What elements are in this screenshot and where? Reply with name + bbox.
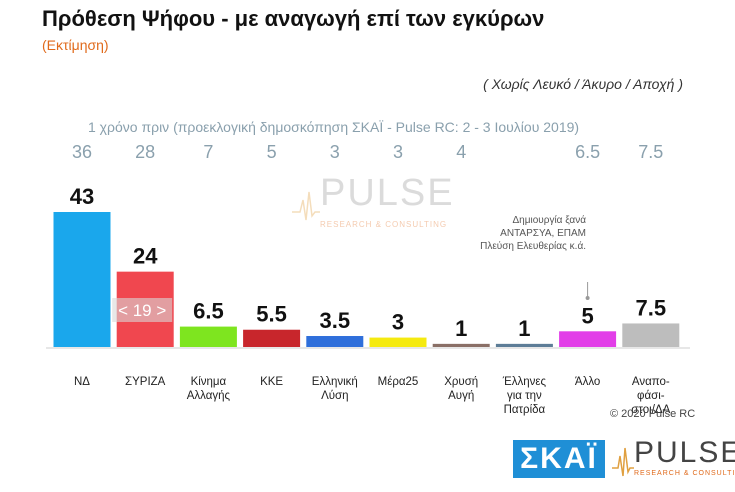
value-label-3: 5.5 xyxy=(256,302,287,327)
category-label-6-1: Αυγή xyxy=(448,390,474,402)
change-marker-box xyxy=(112,298,173,322)
previous-value-3: 5 xyxy=(267,142,277,162)
value-label-0: 43 xyxy=(70,184,94,209)
category-label-5-0: Μέρα25 xyxy=(378,376,419,388)
chart-title: Πρόθεση Ψήφου - με αναγωγή επί των εγκύρ… xyxy=(42,6,545,31)
bar-3 xyxy=(243,329,301,347)
value-label-5: 3 xyxy=(392,310,404,335)
category-label-6-0: Χρυσή xyxy=(444,376,478,388)
bar-7 xyxy=(495,343,553,347)
value-label-1: 24 xyxy=(133,244,158,269)
pulse-logo-wave-icon xyxy=(612,447,634,477)
category-label-7-2: Πατρίδα xyxy=(504,404,546,416)
category-label-2-1: Αλλαγής xyxy=(187,390,231,402)
previous-value-1: 28 xyxy=(135,142,155,162)
value-label-7: 1 xyxy=(518,316,530,341)
previous-value-4: 3 xyxy=(330,142,340,162)
copyright: © 2020 Pulse RC xyxy=(610,408,696,420)
category-label-9-2: στοι/ΔΑ xyxy=(631,404,670,416)
previous-value-8: 6.5 xyxy=(575,142,600,162)
watermark-word: PULSE xyxy=(320,172,455,214)
exclusion-note: ( Χωρίς Λευκό / Άκυρο / Αποχή ) xyxy=(483,76,683,92)
category-label-7-1: για την xyxy=(507,390,542,402)
category-label-8-0: Άλλο xyxy=(575,376,600,388)
bar-6 xyxy=(432,343,490,347)
value-label-8: 5 xyxy=(581,303,593,328)
pulse-logo-word: PULSE xyxy=(634,436,735,469)
previous-value-6: 4 xyxy=(456,142,466,162)
chart-subtitle: (Εκτίμηση) xyxy=(42,37,109,53)
skai-logo: ΣΚΑΪ xyxy=(513,440,605,478)
value-label-2: 6.5 xyxy=(193,299,224,324)
value-label-6: 1 xyxy=(455,316,467,341)
previous-value-2: 7 xyxy=(203,142,213,162)
category-label-4-1: Λύση xyxy=(321,390,348,402)
other-annotation: Δημιουργία ξανά ΑΝΤΑΡΣΥΑ, ΕΠΑΜ Πλεύση Ελ… xyxy=(480,215,586,252)
pulse-logo-sub: RESEARCH & CONSULTING xyxy=(634,470,735,477)
previous-value-0: 36 xyxy=(72,142,92,162)
value-label-4: 3.5 xyxy=(320,308,351,333)
watermark-sub: RESEARCH & CONSULTING xyxy=(320,220,448,229)
category-label-9-1: φάσι- xyxy=(637,390,665,402)
category-label-1-0: ΣΥΡΙΖΑ xyxy=(125,376,166,388)
bar-5 xyxy=(369,337,427,347)
bar-4 xyxy=(306,336,364,347)
previous-value-5: 3 xyxy=(393,142,403,162)
bar-0 xyxy=(53,212,111,347)
pulse-wave-icon xyxy=(292,191,320,221)
bar-8 xyxy=(559,331,617,347)
pulse-logo: PULSE RESEARCH & CONSULTING xyxy=(612,436,735,482)
previous-poll-caption: 1 χρόνο πριν (προεκλογική δημοσκόπηση ΣΚ… xyxy=(88,119,580,135)
category-label-4-0: Ελληνική xyxy=(312,376,358,388)
category-label-9-0: Αναπο- xyxy=(632,376,670,388)
annotation-dot xyxy=(585,296,590,300)
previous-value-9: 7.5 xyxy=(638,142,663,162)
value-label-9: 7.5 xyxy=(636,295,667,320)
bar-9 xyxy=(622,323,680,347)
category-label-2-0: Κίνημα xyxy=(191,376,227,388)
change-marker-label: < 19 > xyxy=(118,301,166,320)
category-label-0-0: ΝΔ xyxy=(74,376,90,388)
bar-2 xyxy=(179,326,237,347)
category-label-3-0: ΚΚΕ xyxy=(260,376,283,388)
category-label-7-0: Έλληνες xyxy=(502,376,547,388)
pulse-watermark: PULSE RESEARCH & CONSULTING xyxy=(292,172,462,240)
